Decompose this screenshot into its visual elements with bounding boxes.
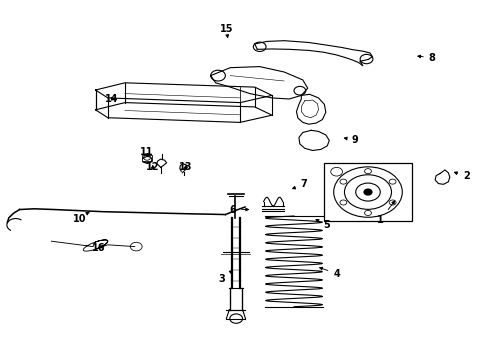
Circle shape bbox=[364, 189, 372, 195]
Text: 3: 3 bbox=[219, 271, 232, 284]
Bar bbox=[324, 163, 412, 221]
Text: 14: 14 bbox=[105, 94, 119, 104]
Text: 8: 8 bbox=[418, 53, 436, 63]
Text: 5: 5 bbox=[316, 220, 330, 230]
Bar bbox=[142, 155, 152, 161]
Text: 2: 2 bbox=[454, 171, 470, 181]
Text: 10: 10 bbox=[73, 212, 89, 224]
Text: 9: 9 bbox=[344, 135, 359, 145]
Text: 16: 16 bbox=[92, 243, 106, 253]
Text: 15: 15 bbox=[220, 24, 233, 37]
Text: 1: 1 bbox=[377, 201, 394, 225]
Text: 11: 11 bbox=[140, 147, 153, 157]
Text: 13: 13 bbox=[179, 162, 193, 172]
Text: 7: 7 bbox=[293, 179, 307, 189]
Text: 4: 4 bbox=[319, 267, 340, 279]
Text: 6: 6 bbox=[229, 204, 248, 215]
Text: 12: 12 bbox=[146, 162, 160, 172]
